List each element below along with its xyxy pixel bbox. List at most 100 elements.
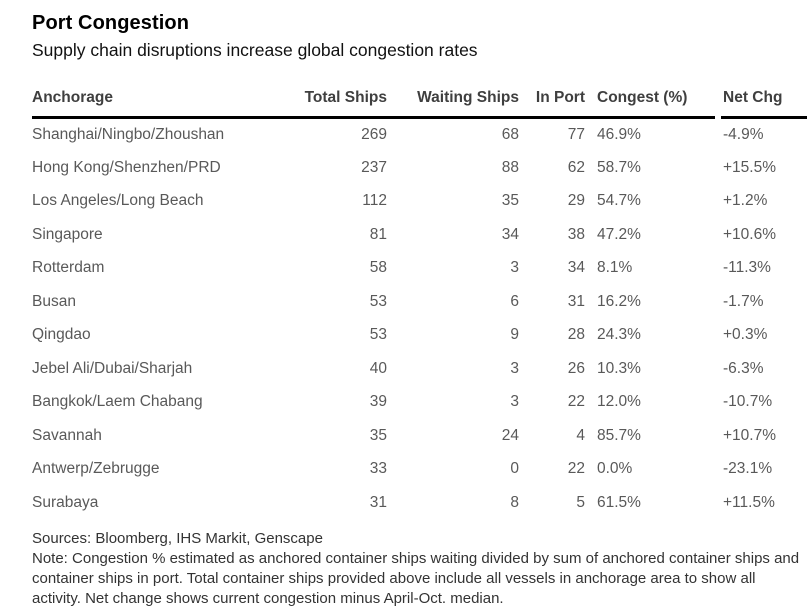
column-header-congest-pct: Congest (%) (585, 89, 715, 119)
column-header-total-ships: Total Ships (292, 89, 387, 119)
cell-total-ships: 58 (369, 259, 387, 277)
cell-congest-pct: 24.3% (597, 326, 641, 344)
cell-total-ships: 112 (362, 192, 387, 210)
table-row: Los Angeles/Long Beach 112 35 29 54.7% +1.2% (32, 185, 807, 219)
cell-total-ships: 237 (361, 158, 387, 176)
cell-net-chg: -11.3% (723, 259, 771, 277)
table-header-row: Anchorage Total Ships Waiting Ships In P… (32, 89, 807, 119)
cell-total-ships: 269 (361, 126, 387, 143)
cell-anchorage: Hong Kong/Shenzhen/PRD (32, 158, 221, 176)
cell-anchorage: Bangkok/Laem Chabang (32, 393, 203, 411)
cell-in-port: 38 (567, 225, 585, 243)
cell-congest-pct: 47.2% (597, 225, 641, 243)
cell-anchorage: Surabaya (32, 493, 99, 511)
cell-waiting-ships: 0 (510, 460, 519, 478)
cell-total-ships: 35 (369, 426, 387, 444)
cell-anchorage: Busan (32, 292, 76, 310)
cell-congest-pct: 46.9% (597, 126, 641, 143)
cell-anchorage: Shanghai/Ningbo/Zhoushan (32, 126, 225, 143)
cell-net-chg: -6.3% (723, 359, 764, 377)
cell-congest-pct: 85.7% (597, 426, 641, 444)
cell-net-chg: +10.6% (723, 225, 777, 243)
cell-in-port: 4 (576, 426, 585, 444)
cell-waiting-ships: 3 (510, 259, 519, 277)
cell-anchorage: Jebel Ali/Dubai/Sharjah (32, 359, 193, 377)
cell-net-chg: +1.2% (723, 192, 768, 210)
table-body: Shanghai/Ningbo/Zhoushan 269 68 77 46.9% -4.9… (32, 118, 807, 520)
cell-total-ships: 53 (369, 292, 387, 310)
cell-in-port: 22 (567, 393, 585, 411)
column-header-in-port: In Port (519, 89, 585, 119)
cell-net-chg: +15.5% (723, 158, 777, 176)
cell-waiting-ships: 88 (501, 158, 519, 176)
cell-anchorage: Qingdao (32, 326, 91, 344)
table-row: Bangkok/Laem Chabang 39 3 22 12.0% -10.7% (32, 386, 807, 420)
cell-net-chg: -10.7% (723, 393, 773, 411)
sources-text: Sources: Bloomberg, IHS Markit, Genscape (32, 529, 323, 547)
cell-waiting-ships: 35 (501, 192, 519, 210)
cell-net-chg: +10.7% (723, 426, 777, 444)
cell-congest-pct: 12.0% (597, 393, 641, 411)
footer: Sources: Bloomberg, IHS Markit, Genscape… (32, 529, 807, 609)
table-row: Qingdao 53 9 28 24.3% +0.3% (32, 319, 807, 353)
cell-in-port: 28 (567, 326, 585, 344)
cell-congest-pct: 0.0% (597, 460, 633, 478)
cell-congest-pct: 58.7% (597, 158, 641, 176)
cell-total-ships: 53 (369, 326, 387, 344)
table-row: Jebel Ali/Dubai/Sharjah 40 3 26 10.3% -6.3% (32, 352, 807, 386)
table-row: Singapore 81 34 38 47.2% +10.6% (32, 218, 807, 252)
table-row: Rotterdam 58 3 34 8.1% -11.3% (32, 252, 807, 286)
cell-net-chg: +0.3% (723, 326, 768, 344)
table-row: Hong Kong/Shenzhen/PRD 237 88 62 58.7% +15.5% (32, 151, 807, 185)
cell-waiting-ships: 6 (510, 292, 519, 310)
table-row: Shanghai/Ningbo/Zhoushan 269 68 77 46.9% -4.9… (32, 118, 807, 152)
cell-total-ships: 40 (369, 359, 387, 377)
cell-in-port: 26 (567, 359, 585, 377)
cell-total-ships: 39 (369, 393, 387, 411)
cell-anchorage: Savannah (32, 426, 102, 444)
table-row: Surabaya 31 8 5 61.5% +11.5% (32, 486, 807, 520)
cell-congest-pct: 54.7% (597, 192, 641, 210)
cell-congest-pct: 61.5% (597, 493, 641, 511)
cell-total-ships: 81 (369, 225, 387, 243)
page-title: Port Congestion (32, 12, 190, 34)
cell-waiting-ships: 3 (510, 359, 519, 377)
cell-congest-pct: 8.1% (597, 259, 633, 277)
cell-in-port: 34 (567, 259, 585, 277)
cell-congest-pct: 16.2% (597, 292, 641, 310)
cell-in-port: 5 (576, 493, 585, 511)
cell-net-chg: -1.7% (723, 292, 764, 310)
cell-anchorage: Singapore (32, 225, 103, 243)
cell-anchorage: Rotterdam (32, 259, 105, 277)
column-header-net-chg: Net Chg (721, 89, 807, 119)
cell-anchorage: Antwerp/Zebrugge (32, 460, 160, 478)
table-row: Antwerp/Zebrugge 33 0 22 0.0% -23.1% (32, 453, 807, 487)
cell-in-port: 62 (567, 158, 585, 176)
cell-in-port: 31 (567, 292, 585, 310)
cell-waiting-ships: 24 (501, 426, 519, 444)
cell-waiting-ships: 9 (510, 326, 519, 344)
table-row: Savannah 35 24 4 85.7% +10.7% (32, 419, 807, 453)
cell-congest-pct: 10.3% (597, 359, 641, 377)
column-header-waiting-ships: Waiting Ships (387, 89, 519, 119)
cell-in-port: 29 (567, 192, 585, 210)
cell-total-ships: 31 (369, 493, 387, 511)
table-header: Anchorage Total Ships Waiting Ships In P… (32, 89, 807, 119)
cell-in-port: 22 (567, 460, 585, 478)
cell-waiting-ships: 34 (501, 225, 519, 243)
cell-waiting-ships: 8 (510, 493, 519, 511)
cell-net-chg: -23.1% (723, 460, 773, 478)
cell-total-ships: 33 (369, 460, 387, 478)
page-subtitle: Supply chain disruptions increase global… (32, 40, 478, 60)
cell-net-chg: +11.5% (723, 493, 775, 511)
note-text: Note: Congestion % estimated as anchored… (32, 549, 800, 607)
cell-anchorage: Los Angeles/Long Beach (32, 192, 204, 210)
cell-net-chg: -4.9% (723, 126, 764, 143)
cell-waiting-ships: 3 (510, 393, 519, 411)
cell-waiting-ships: 68 (501, 126, 519, 143)
port-congestion-table: Anchorage Total Ships Waiting Ships In P… (32, 89, 807, 520)
table-row: Busan 53 6 31 16.2% -1.7% (32, 285, 807, 319)
column-header-anchorage: Anchorage (32, 89, 292, 119)
cell-in-port: 77 (567, 126, 585, 143)
